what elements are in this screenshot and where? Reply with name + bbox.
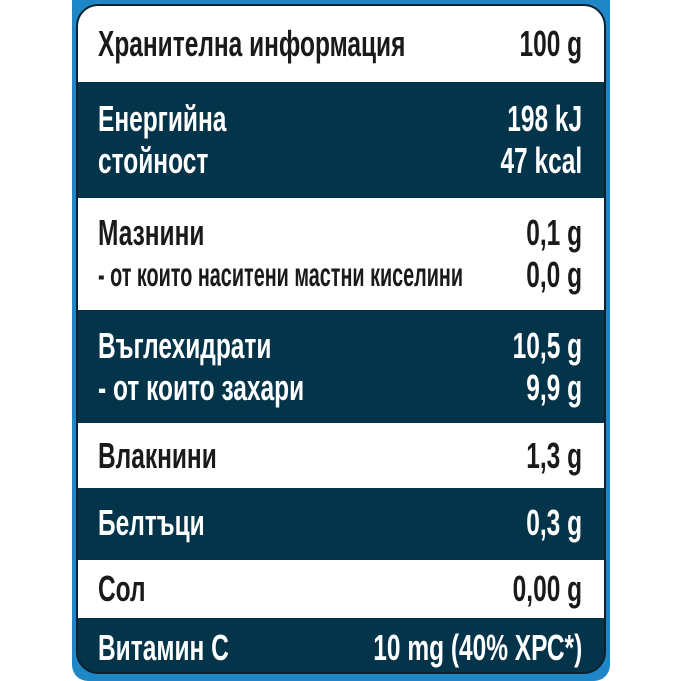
fibre-label: Влакнини [98,434,217,476]
nutrition-table: Хранителна информация 100 g Енергийна сто… [76,4,606,674]
saturated-fat-value: 0,0 g [526,254,582,295]
header-label: Хранителна информация [98,23,406,64]
energy-kcal: 47 kcal [500,140,582,181]
row-fibre: Влакнини 1,3 g [78,423,604,488]
vitamin-c-value: 10 mg (40% ХРС*) [373,627,582,668]
salt-value: 0,00 g [512,568,582,609]
row-carbs: Въглехидрати - от които захари 10,5 g 9,9 … [78,310,604,423]
carbs-value: 10,5 g [512,324,582,366]
energy-label: Енергийна [98,98,227,139]
protein-label: Белтъци [98,502,205,543]
row-fat: Мазнини - от които наситени мастни кисели… [78,198,604,310]
saturated-fat-label: - от които наситени мастни киселини [98,256,464,293]
carbs-label: Въглехидрати [98,324,272,366]
row-vitamin-c: Витамин С 10 mg (40% ХРС*) [78,620,604,672]
row-energy: Енергийна стойност 198 kJ 47 kcal [78,82,604,198]
row-salt: Сол 0,00 g [78,560,604,618]
row-protein: Белтъци 0,3 g [78,488,604,558]
sugars-value: 9,9 g [526,366,582,408]
energy-label-2: стойност [98,140,209,181]
fat-label: Мазнини [98,212,205,253]
header-value: 100 g [519,23,582,64]
row-header: Хранителна информация 100 g [78,6,604,82]
sugars-label: - от които захари [98,366,305,408]
salt-label: Сол [98,568,146,609]
fibre-value: 1,3 g [526,434,582,476]
energy-kj: 198 kJ [507,98,582,139]
fat-value: 0,1 g [526,212,582,253]
vitamin-c-label: Витамин С [98,627,229,668]
protein-value: 0,3 g [526,502,582,543]
